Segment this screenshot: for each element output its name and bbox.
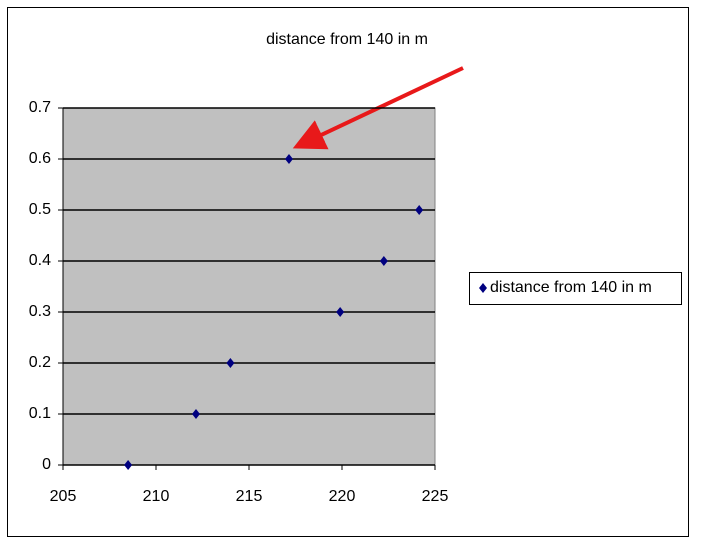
data-point (379, 256, 388, 266)
x-tick-label: 215 (236, 488, 263, 505)
x-tick-label: 220 (329, 488, 356, 505)
data-point (124, 460, 133, 470)
chart-title: distance from 140 in m (266, 31, 428, 48)
data-point (191, 409, 200, 419)
y-tick-label: 0.2 (29, 354, 51, 371)
data-point (336, 307, 345, 317)
y-tick-label: 0.7 (29, 99, 51, 116)
x-tick-label: 210 (143, 488, 170, 505)
data-point (415, 205, 424, 215)
y-tick-label: 0.3 (29, 303, 51, 320)
plot-area (62, 107, 436, 466)
x-tick-label: 225 (422, 488, 449, 505)
y-tick-label: 0.4 (29, 252, 51, 269)
y-tick-label: 0 (42, 456, 51, 473)
data-point (284, 154, 293, 164)
annotation-arrow (292, 66, 464, 150)
y-tick-label: 0.5 (29, 201, 51, 218)
legend-marker (479, 283, 487, 293)
data-point (226, 358, 235, 368)
y-tick-label: 0.1 (29, 405, 51, 422)
legend (469, 272, 682, 305)
x-tick-label: 205 (50, 488, 77, 505)
y-tick-label: 0.6 (29, 150, 51, 167)
legend-label: distance from 140 in m (490, 279, 652, 296)
